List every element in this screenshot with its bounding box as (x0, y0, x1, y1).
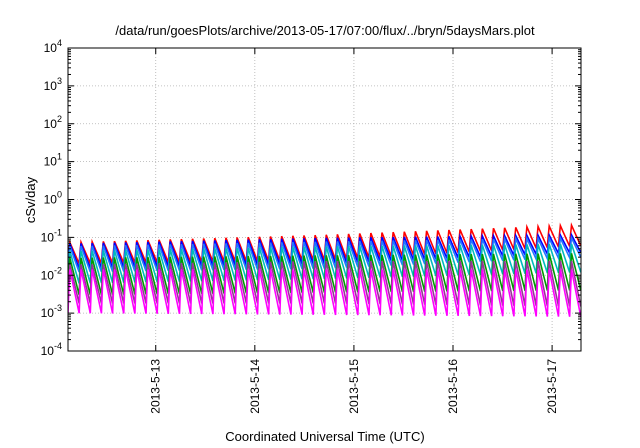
y-tick-label: 10-1 (41, 227, 62, 244)
x-axis-label: Coordinated Universal Time (UTC) (225, 429, 424, 444)
y-tick-label: 10-4 (41, 341, 62, 358)
y-tick-label: 103 (44, 76, 62, 93)
series-line (68, 269, 581, 317)
y-tick-label: 104 (44, 38, 62, 55)
y-tick-label: 101 (44, 152, 62, 169)
y-tick-label: 10-2 (41, 265, 62, 282)
y-tick-label: 102 (44, 114, 62, 131)
y-tick-labels: 10-4 10-3 10-2 10-1 100 101 102 103 104 (41, 38, 581, 358)
y-tick-label: 10-3 (41, 303, 62, 320)
x-tick-label: 2013-5-13 (149, 359, 163, 414)
x-tick-label: 2013-5-16 (446, 359, 460, 414)
y-tick-label: 100 (44, 190, 62, 207)
series-layer (68, 222, 581, 317)
x-tick-label: 2013-5-15 (347, 359, 361, 414)
x-tick-label: 2013-5-14 (248, 359, 262, 414)
x-tick-label: 2013-5-17 (545, 359, 559, 414)
chart-title: /data/run/goesPlots/archive/2013-05-17/0… (115, 23, 535, 38)
x-tick-labels: 2013-5-13 2013-5-14 2013-5-15 2013-5-16 2013… (149, 48, 559, 414)
y-axis-label: cSv/day (23, 176, 38, 223)
